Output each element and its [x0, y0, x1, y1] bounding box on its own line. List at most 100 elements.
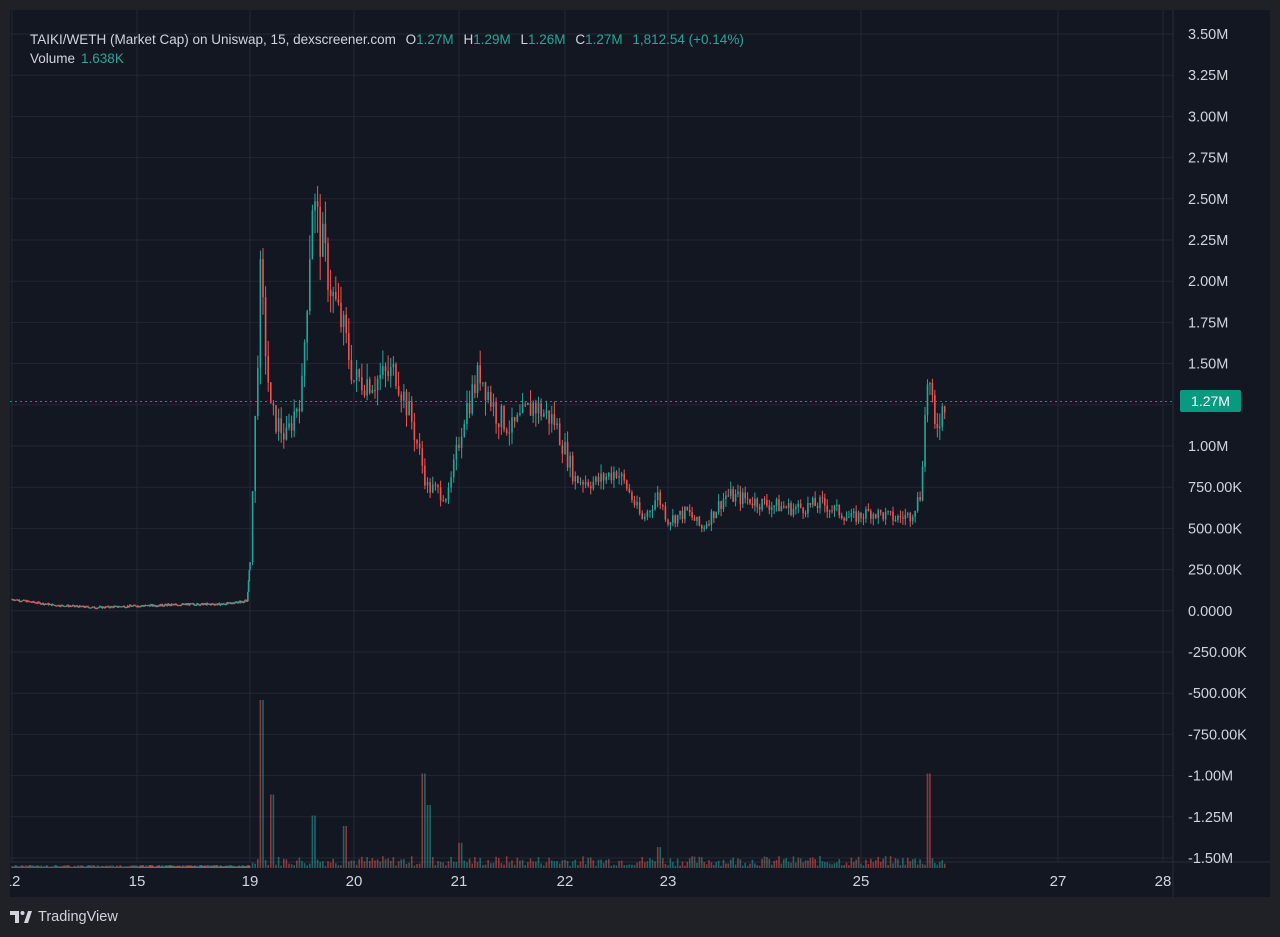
- volume-bar: [41, 866, 44, 868]
- candle-body: [763, 498, 766, 500]
- volume-bar: [855, 859, 857, 868]
- volume-bar: [66, 865, 69, 868]
- volume-bar: [884, 856, 887, 868]
- chart-canvas[interactable]: 3.50M 3.25M 3.00M 2.75M 2.50M 2.25M 2.00M 1.75M…: [10, 10, 1270, 897]
- candle-body: [696, 516, 698, 521]
- candle-body: [192, 603, 195, 605]
- candle-body: [519, 413, 521, 416]
- candle-body: [870, 511, 872, 519]
- volume-bar: [943, 863, 946, 868]
- candle-body: [884, 511, 887, 520]
- volume-bar: [729, 859, 732, 868]
- candle-body: [322, 223, 324, 257]
- candle-body: [511, 417, 513, 433]
- volume-bar: [91, 866, 94, 868]
- volume-bar: [112, 865, 114, 868]
- candle-body: [296, 408, 298, 412]
- candle-body: [693, 517, 696, 521]
- candle-body: [91, 606, 94, 608]
- candle-body: [283, 433, 285, 440]
- candle-body: [722, 499, 725, 509]
- candle-body: [826, 505, 829, 512]
- volume-bar: [693, 856, 696, 868]
- candle-body: [32, 601, 34, 603]
- candle-body: [592, 481, 595, 489]
- chart-panel[interactable]: 3.50M 3.25M 3.00M 2.75M 2.50M 2.25M 2.00M 1.75M…: [10, 10, 1270, 897]
- candle-body: [48, 604, 51, 606]
- volume-bar: [115, 866, 117, 868]
- volume-bar: [792, 856, 795, 868]
- candle-body: [416, 439, 418, 444]
- volume-bar: [787, 862, 790, 868]
- candle-body: [149, 605, 152, 607]
- candle-body: [602, 473, 605, 481]
- volume-bar: [24, 865, 27, 868]
- candle-body: [553, 414, 556, 426]
- candle-body: [21, 600, 24, 602]
- candle-body: [73, 605, 76, 607]
- volume-bar: [527, 862, 529, 868]
- volume-bar: [58, 866, 60, 868]
- volume-bar: [679, 865, 681, 868]
- volume-bar: [814, 859, 816, 868]
- candle-body: [405, 391, 408, 416]
- volume-bar: [476, 862, 479, 868]
- candle-body: [458, 444, 460, 448]
- legend-row-volume: Volume 1.638K: [30, 49, 744, 68]
- y-tick-label: -1.00M: [1188, 769, 1233, 785]
- volume-bar: [667, 864, 669, 868]
- candle-body: [262, 259, 264, 298]
- candle-body: [46, 603, 49, 605]
- volume-bar: [345, 826, 347, 868]
- y-tick-label: 0.0000: [1188, 604, 1232, 620]
- volume-bar: [25, 866, 28, 868]
- candle-body: [355, 369, 358, 381]
- candle-body: [778, 499, 780, 512]
- candle-body: [503, 405, 505, 430]
- volume-bar: [95, 866, 98, 868]
- candle-body: [521, 404, 524, 414]
- candle-body: [821, 497, 824, 499]
- volume-bar: [424, 773, 426, 868]
- volume-bar: [758, 865, 761, 868]
- candle-body: [249, 562, 251, 571]
- candle-body: [589, 486, 592, 489]
- volume-bar: [626, 865, 628, 868]
- candle-body: [366, 379, 368, 396]
- volume-bar: [865, 859, 867, 868]
- candle-body: [537, 403, 540, 414]
- candle-body: [108, 606, 110, 608]
- y-tick-label: 1.75M: [1188, 315, 1228, 331]
- tradingview-brand[interactable]: TradingView: [38, 909, 118, 925]
- candle-body: [33, 601, 35, 603]
- candle-body: [121, 606, 124, 608]
- volume-bar: [371, 858, 374, 868]
- volume-bar: [768, 858, 771, 868]
- volume-bar: [124, 866, 127, 868]
- volume-bar: [495, 856, 497, 868]
- candle-body: [400, 394, 403, 401]
- candle-body: [644, 516, 646, 519]
- volume-bar: [934, 862, 936, 868]
- volume-bar: [48, 866, 51, 868]
- candle-body: [137, 605, 140, 607]
- volume-bar: [132, 865, 134, 868]
- volume-bar: [49, 866, 52, 868]
- volume-bar: [120, 866, 123, 868]
- candle-body: [584, 482, 587, 485]
- volume-bar: [902, 857, 904, 868]
- candle-body: [610, 472, 613, 481]
- candle-body: [855, 511, 857, 522]
- volume-bar: [882, 858, 884, 868]
- volume-bar: [53, 865, 56, 868]
- volume-bar: [703, 862, 705, 868]
- volume-bar: [29, 865, 32, 868]
- volume-bar: [691, 856, 693, 868]
- volume-bar: [216, 865, 219, 868]
- candle-body: [545, 410, 548, 414]
- candle-body: [303, 342, 306, 376]
- candle-body: [58, 605, 60, 607]
- candle-body: [439, 487, 442, 501]
- volume-bar: [756, 864, 759, 868]
- volume-bar: [158, 865, 161, 868]
